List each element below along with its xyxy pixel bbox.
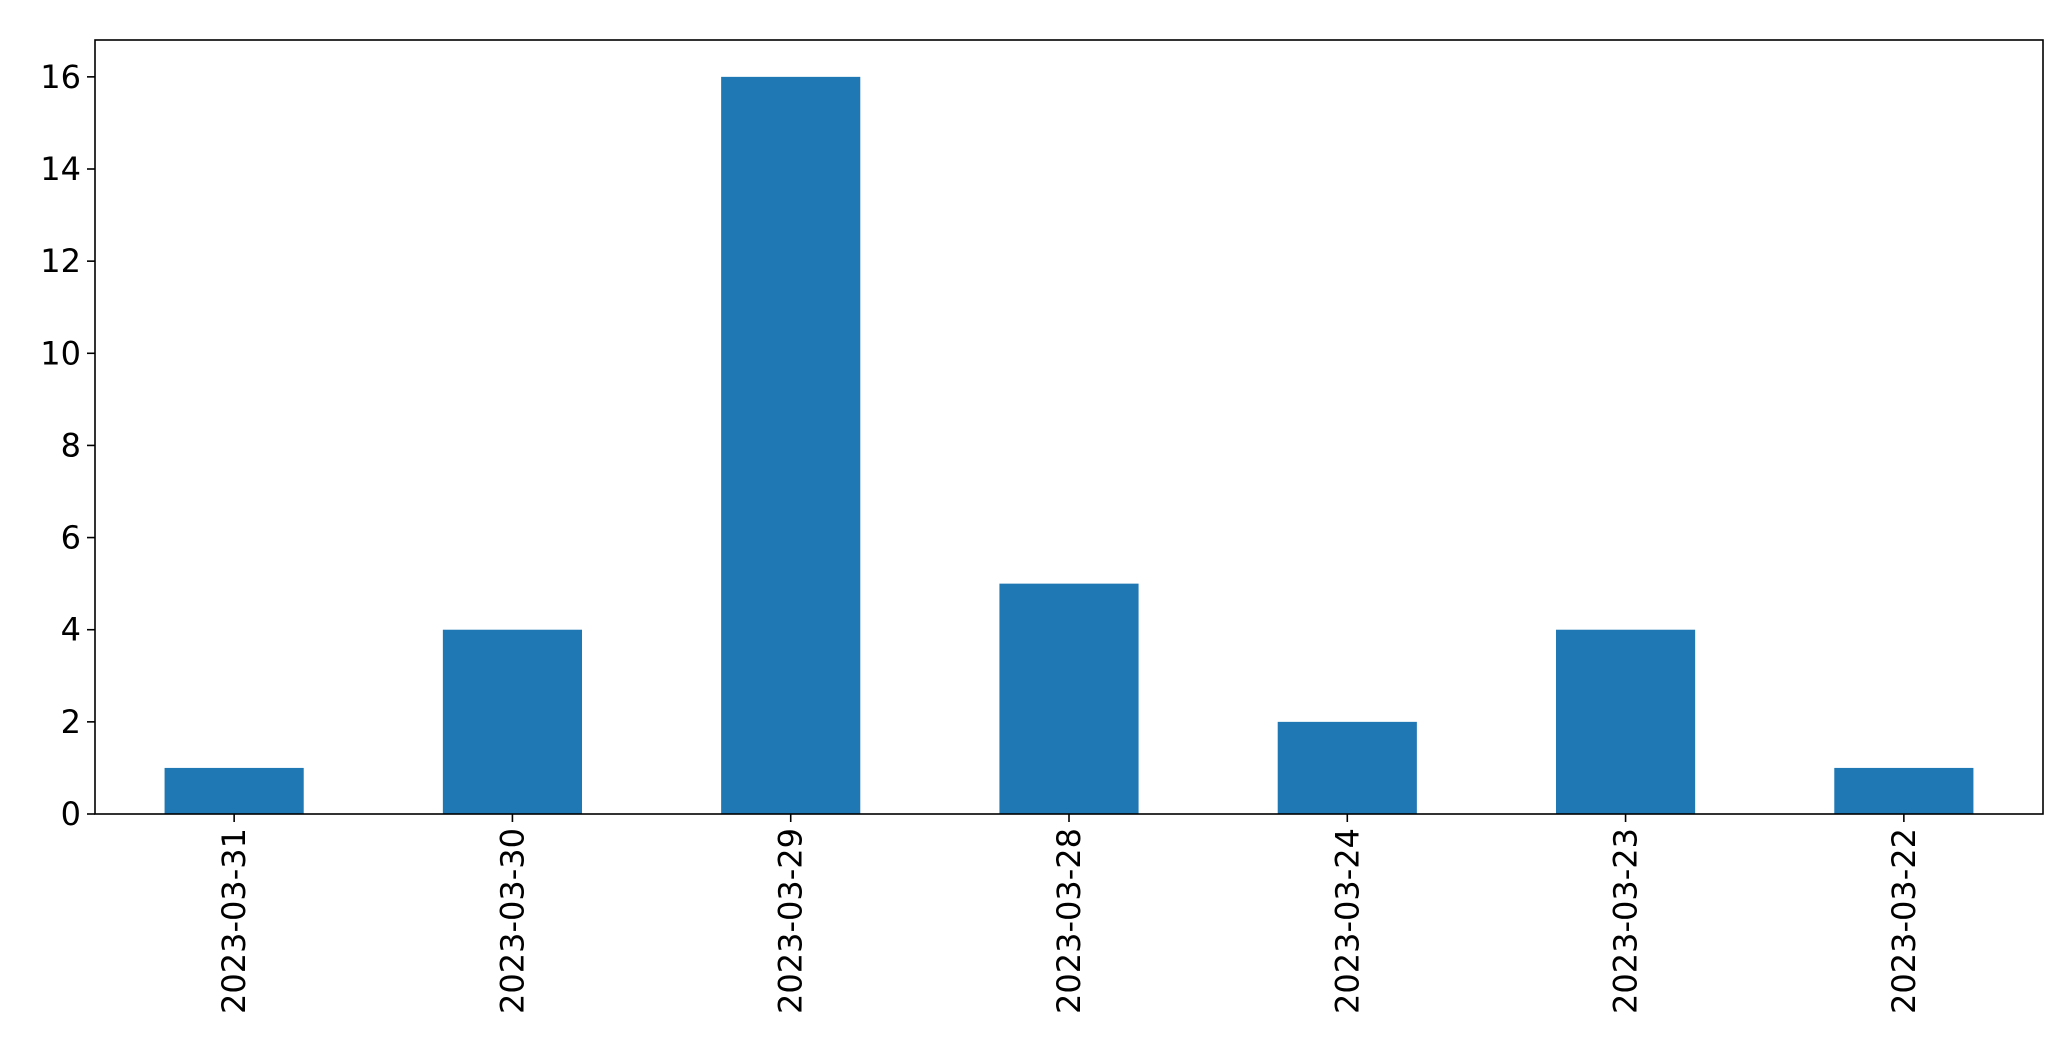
y-tick-label: 14 [40, 150, 81, 188]
x-tick-label: 2023-03-22 [1885, 828, 1923, 1014]
bar-2023-03-30 [442, 629, 582, 814]
bar-2023-03-23 [1556, 629, 1696, 814]
y-tick-label: 6 [61, 519, 81, 557]
x-tick-label: 2023-03-30 [493, 828, 531, 1014]
x-tick-label: 2023-03-24 [1328, 828, 1366, 1014]
y-tick-label: 12 [40, 242, 81, 280]
y-tick-label: 2 [61, 703, 81, 741]
y-axis: 0 2 4 6 8 10 12 14 16 [40, 58, 95, 833]
bar-2023-03-31 [164, 767, 304, 814]
x-tick-label: 2023-03-31 [215, 828, 253, 1014]
plot-frame [94, 39, 2044, 815]
bar-2023-03-29 [721, 76, 861, 815]
bar-2023-03-22 [1834, 767, 1974, 814]
x-axis: 2023-03-31 2023-03-30 2023-03-29 2023-03-28… [215, 814, 1923, 1014]
x-tick-label: 2023-03-29 [772, 828, 810, 1014]
y-tick-label: 16 [40, 58, 81, 96]
y-tick-label: 0 [61, 795, 81, 833]
y-tick-label: 10 [40, 334, 81, 372]
y-tick-label: 4 [61, 611, 81, 649]
x-tick-label: 2023-03-28 [1050, 828, 1088, 1014]
bar-2023-03-24 [1277, 721, 1417, 814]
y-tick-label: 8 [61, 426, 81, 464]
x-tick-label: 2023-03-23 [1607, 828, 1645, 1014]
bars-layer [164, 76, 1974, 815]
bar-2023-03-28 [999, 583, 1139, 814]
